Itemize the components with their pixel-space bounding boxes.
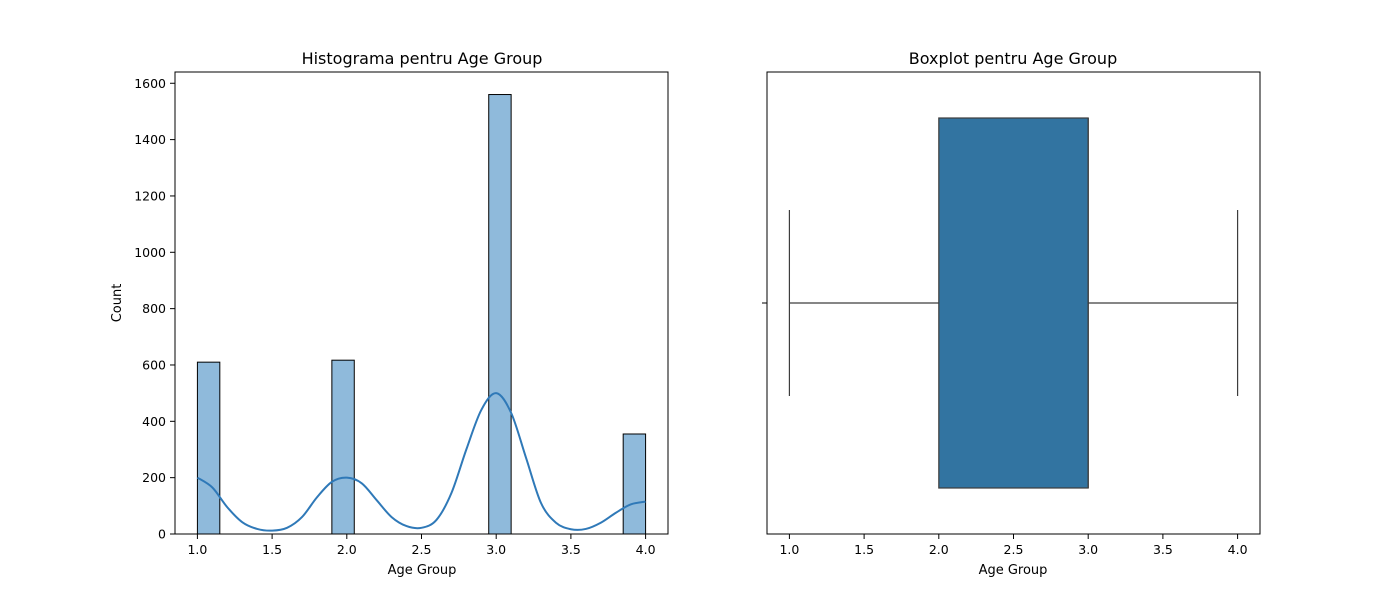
- boxplot-x-tick-label: 4.0: [1228, 542, 1248, 557]
- histogram-y-tick-label: 400: [142, 414, 166, 429]
- histogram-x-ticks: 1.0 1.5 2.0 2.5 3.0 3.5 4.0: [187, 534, 656, 557]
- boxplot-x-tick-label: 3.5: [1153, 542, 1173, 557]
- kde-curve: [196, 392, 646, 532]
- histogram-y-tick-label: 800: [142, 301, 166, 316]
- boxplot-marks: [788, 117, 1239, 489]
- boxplot-x-tick-label: 2.0: [929, 542, 949, 557]
- histogram-y-tick-label: 1000: [134, 245, 166, 260]
- boxplot-chart: Boxplot pentru Age Group 1.0 1.5 2.0 2.5 3.0…: [762, 49, 1261, 578]
- boxplot-x-tick-label: 2.5: [1004, 542, 1024, 557]
- histogram-x-tick-label: 4.0: [636, 542, 656, 557]
- histogram-x-tick-label: 1.0: [187, 542, 207, 557]
- histogram-x-tick-label: 2.0: [337, 542, 357, 557]
- histogram-bar-2: [488, 94, 512, 535]
- histogram-x-tick-label: 2.5: [412, 542, 432, 557]
- histogram-chart: Histograma pentru Age Group 1.0 1.5 2.0 2.5…: [110, 49, 669, 578]
- histogram-y-ticks: 0 200 400 600 800 1000 1200 1400 1600: [134, 76, 175, 542]
- boxplot-x-axis-label: Age Group: [979, 563, 1048, 578]
- histogram-bar-1: [331, 359, 355, 535]
- histogram-y-tick-label: 1200: [134, 188, 166, 203]
- histogram-x-tick-label: 3.5: [561, 542, 581, 557]
- histogram-title: Histograma pentru Age Group: [302, 49, 543, 68]
- histogram-y-axis-label: Count: [110, 284, 125, 323]
- histogram-frame: [174, 71, 669, 535]
- boxplot-x-tick-label: 1.0: [779, 542, 799, 557]
- boxplot-box: [938, 117, 1089, 489]
- histogram-y-tick-label: 200: [142, 470, 166, 485]
- histogram-bars: [196, 94, 647, 535]
- histogram-bar-0: [196, 361, 221, 535]
- boxplot-x-tick-label: 1.5: [854, 542, 874, 557]
- boxplot-title: Boxplot pentru Age Group: [909, 49, 1117, 68]
- histogram-x-tick-label: 3.0: [486, 542, 506, 557]
- histogram-x-axis-label: Age Group: [388, 563, 457, 578]
- histogram-y-tick-label: 1400: [134, 132, 166, 147]
- histogram-bar-3: [622, 433, 647, 535]
- boxplot-x-ticks: 1.0 1.5 2.0 2.5 3.0 3.5 4.0: [779, 534, 1248, 557]
- boxplot-x-tick-label: 3.0: [1078, 542, 1098, 557]
- histogram-y-tick-label: 0: [158, 527, 166, 542]
- histogram-y-tick-label: 1600: [134, 76, 166, 91]
- histogram-y-tick-label: 600: [142, 357, 166, 372]
- histogram-x-tick-label: 1.5: [262, 542, 282, 557]
